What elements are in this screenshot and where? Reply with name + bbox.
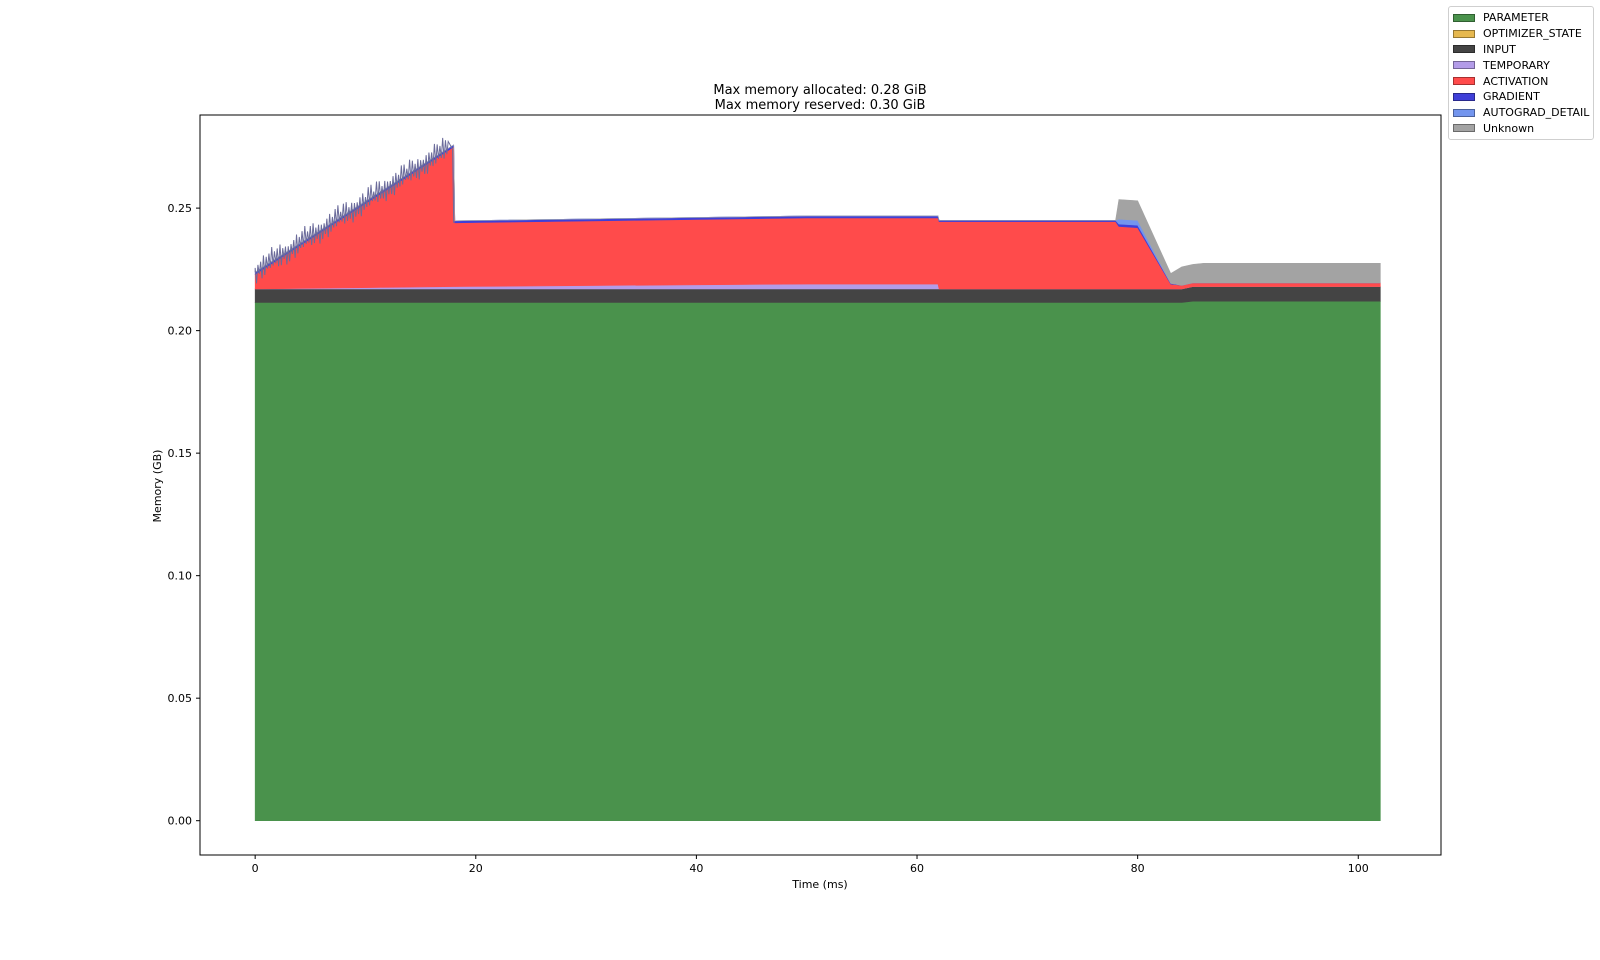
chart-title-reserved: Max memory reserved: 0.30 GiB xyxy=(715,98,926,113)
x-axis-label: Time (ms) xyxy=(791,878,847,891)
legend-label: OPTIMIZER_STATE xyxy=(1483,27,1582,41)
activation-spikes xyxy=(254,137,455,284)
plot-frame xyxy=(199,114,1442,856)
y-tick-label: 0.00 xyxy=(168,815,193,828)
x-tick-label: 80 xyxy=(1131,862,1145,875)
area-unknown xyxy=(254,144,1381,286)
x-tick-label: 100 xyxy=(1348,862,1369,875)
legend-label: Unknown xyxy=(1483,121,1535,135)
legend-swatch xyxy=(1453,124,1475,133)
y-axis-ticks: 0.00 0.05 0.10 0.15 0.20 0.25 xyxy=(168,202,200,828)
legend-swatch xyxy=(1453,77,1475,86)
legend-swatch xyxy=(1453,45,1475,54)
legend-item-unknown: Unknown xyxy=(1449,121,1593,137)
y-axis-label: Memory (GB) xyxy=(151,450,164,523)
y-tick-label: 0.20 xyxy=(168,325,193,338)
y-tick-label: 0.10 xyxy=(168,570,193,583)
legend-item-optimizer-state: OPTIMIZER_STATE xyxy=(1449,26,1593,42)
x-axis-ticks: 0 20 40 60 80 100 xyxy=(252,855,1369,875)
x-tick-label: 0 xyxy=(252,862,259,875)
legend-swatch xyxy=(1453,13,1475,22)
legend-item-gradient: GRADIENT xyxy=(1449,89,1593,105)
legend-label: GRADIENT xyxy=(1483,90,1540,104)
legend-item-temporary: TEMPORARY xyxy=(1449,57,1593,73)
legend-item-parameter: PARAMETER xyxy=(1449,10,1593,26)
activation-spike-line xyxy=(254,137,455,284)
x-tick-label: 20 xyxy=(469,862,483,875)
legend-item-activation: ACTIVATION xyxy=(1449,73,1593,89)
legend-swatch xyxy=(1453,29,1475,38)
y-tick-label: 0.15 xyxy=(168,447,193,460)
legend-item-input: INPUT xyxy=(1449,42,1593,58)
chart-title-allocated: Max memory allocated: 0.28 GiB xyxy=(713,83,926,98)
legend-swatch xyxy=(1453,108,1475,117)
legend-swatch xyxy=(1453,92,1475,101)
legend-label: TEMPORARY xyxy=(1483,58,1550,72)
area-parameter xyxy=(254,300,1381,821)
y-tick-label: 0.05 xyxy=(168,692,193,705)
legend-item-autograd-detail: AUTOGRAD_DETAIL xyxy=(1449,105,1593,121)
legend-label: ACTIVATION xyxy=(1483,74,1549,88)
x-tick-label: 40 xyxy=(689,862,703,875)
legend-label: PARAMETER xyxy=(1483,11,1549,25)
legend-swatch xyxy=(1453,61,1475,70)
stacked-areas xyxy=(254,144,1381,821)
y-tick-label: 0.25 xyxy=(168,202,193,215)
x-tick-label: 60 xyxy=(910,862,924,875)
legend: PARAMETER OPTIMIZER_STATE INPUT TEMPORARY AC… xyxy=(1448,6,1594,141)
legend-label: INPUT xyxy=(1483,42,1516,56)
legend-label: AUTOGRAD_DETAIL xyxy=(1483,106,1590,120)
